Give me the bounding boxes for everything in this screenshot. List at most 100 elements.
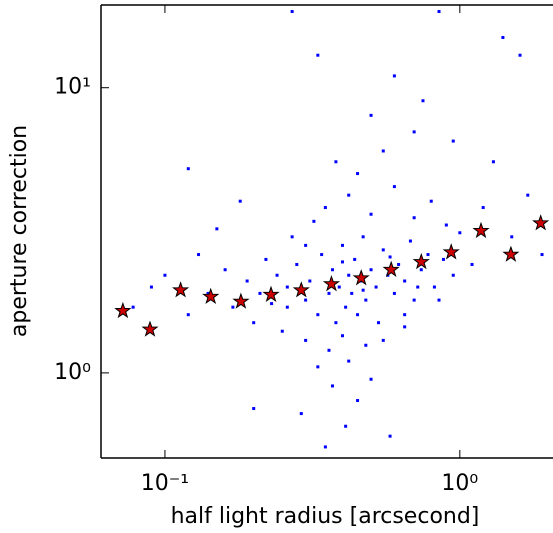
data-point [356,172,360,176]
data-point [238,199,242,203]
data-point [392,291,396,295]
data-point [323,206,327,210]
data-point [258,291,262,295]
data-point [441,257,445,261]
data-point [356,399,360,403]
data-point [215,227,219,231]
data-point [223,268,227,272]
data-point [340,260,344,264]
data-point [312,219,316,223]
star-point [442,243,460,260]
data-point [347,359,351,363]
data-point [330,268,334,272]
data-point [416,285,420,289]
data-point [316,53,320,57]
data-point [361,235,365,239]
star-point [232,292,250,309]
data-point [421,99,425,103]
data-point [231,305,235,309]
data-point [437,10,441,14]
star-point [502,245,520,262]
data-point [353,257,357,261]
data-point [388,255,392,259]
data-point [381,338,385,342]
data-point [361,288,365,292]
data-point [340,243,344,247]
data-point [429,199,433,203]
data-point [264,257,268,261]
data-point [252,407,256,411]
data-point [491,160,495,164]
data-point [540,253,544,257]
data-point [388,434,392,438]
data-point [197,253,201,257]
star-point [532,214,550,231]
data-point [369,377,373,381]
data-point [327,291,331,295]
data-point [290,10,294,14]
data-point [316,365,320,369]
data-point [403,279,407,283]
x-axis-label: half light radius [arcsecond] [171,504,480,529]
data-point [451,139,455,143]
y-axis-label: aperture correction [7,125,32,337]
data-point [245,279,249,283]
data-point [334,160,338,164]
data-point [458,231,462,235]
data-point [364,298,368,302]
data-point [149,285,153,289]
data-point [323,445,327,449]
data-point [163,273,167,277]
data-point [186,313,190,317]
star-point [352,269,370,286]
data-point [397,262,401,266]
data-point [437,298,441,302]
data-point [320,253,324,257]
data-point [374,285,378,289]
data-point [377,321,381,325]
data-point [432,285,436,289]
data-point [381,248,385,252]
data-point [369,113,373,117]
data-point [131,305,135,309]
x-tick-label: 10⁰ [441,471,478,496]
data-point [295,262,299,266]
data-point [252,321,256,325]
data-point [340,334,344,338]
data-point [526,193,530,197]
data-point [518,53,522,57]
star-point [172,281,190,298]
data-point [408,239,412,243]
data-point [412,298,416,302]
data-point [344,424,348,428]
star-point [382,260,400,278]
data-point [444,223,448,227]
data-point [369,268,373,272]
y-tick-label: 10¹ [54,75,91,100]
data-point [304,298,308,302]
data-point [299,412,303,416]
data-point [350,291,354,295]
data-point [334,321,338,325]
data-point [344,305,348,309]
data-point [356,313,360,317]
star-point [202,287,220,305]
data-point [470,262,474,266]
data-point [501,35,505,39]
data-point [290,235,294,239]
data-point [364,343,368,347]
data-point [510,235,514,239]
data-point [285,285,289,289]
data-point [330,384,334,388]
data-point [327,348,331,352]
data-point [426,253,430,257]
data-point [308,279,312,283]
star-point [292,281,310,298]
data-point [412,130,416,134]
y-tick-label: 10⁰ [54,360,91,385]
data-point [403,325,407,329]
data-point [206,291,210,295]
data-point [369,212,373,216]
